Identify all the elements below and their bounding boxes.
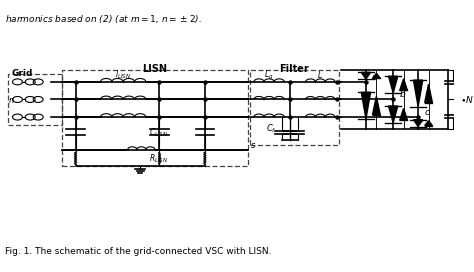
Text: $n$: $n$ [9,95,15,104]
Polygon shape [389,106,398,123]
Text: $a$: $a$ [372,73,378,82]
Text: harmonics based on (2) (at $m = 1$, $n = \pm2$).: harmonics based on (2) (at $m = 1$, $n =… [5,13,202,25]
Text: $c$: $c$ [424,108,430,117]
Polygon shape [389,76,398,93]
Text: $b$: $b$ [399,88,406,99]
Polygon shape [361,92,371,119]
Text: Grid: Grid [11,69,33,78]
Polygon shape [361,72,371,79]
Text: $\bullet N$: $\bullet N$ [460,94,474,105]
Text: $C_{LISN}$: $C_{LISN}$ [149,126,168,139]
Text: $L_g$: $L_g$ [264,69,274,82]
Polygon shape [373,96,380,115]
Polygon shape [373,73,380,78]
Polygon shape [425,84,432,103]
Text: Filter: Filter [280,64,310,74]
Text: $R_{LISN}$: $R_{LISN}$ [149,152,168,165]
Text: $s$: $s$ [250,141,256,150]
Polygon shape [413,120,423,126]
Polygon shape [400,109,408,120]
Text: $C_f$: $C_f$ [266,122,277,135]
Text: $L$: $L$ [318,69,323,80]
Text: LISN: LISN [143,64,167,74]
Text: $\it{l}_{LISN}$: $\it{l}_{LISN}$ [115,69,131,81]
Text: Fig. 1. The schematic of the grid-connected VSC with LISN.: Fig. 1. The schematic of the grid-connec… [5,248,272,256]
Polygon shape [413,80,423,107]
Polygon shape [425,121,432,126]
Polygon shape [400,79,408,90]
